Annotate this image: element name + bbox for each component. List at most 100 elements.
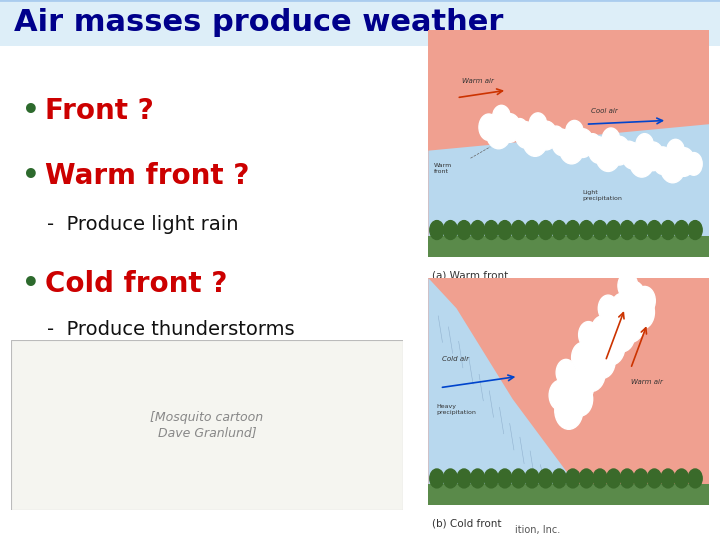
- Circle shape: [673, 147, 695, 177]
- Circle shape: [611, 293, 634, 323]
- Text: Warm air: Warm air: [631, 379, 662, 385]
- FancyBboxPatch shape: [428, 30, 709, 256]
- FancyBboxPatch shape: [428, 484, 709, 505]
- Circle shape: [498, 469, 512, 488]
- Circle shape: [539, 221, 553, 240]
- FancyBboxPatch shape: [0, 0, 720, 46]
- Circle shape: [675, 469, 688, 488]
- Circle shape: [484, 469, 498, 488]
- Circle shape: [559, 130, 584, 164]
- Circle shape: [590, 345, 615, 378]
- Text: -  Produce light rain: - Produce light rain: [47, 214, 238, 234]
- Circle shape: [471, 469, 485, 488]
- Circle shape: [620, 221, 634, 240]
- Circle shape: [634, 286, 655, 315]
- FancyBboxPatch shape: [428, 278, 709, 505]
- Circle shape: [560, 368, 583, 400]
- Circle shape: [444, 469, 457, 488]
- Circle shape: [525, 221, 539, 240]
- Circle shape: [621, 281, 645, 313]
- Circle shape: [606, 221, 621, 240]
- Circle shape: [499, 113, 521, 143]
- Circle shape: [616, 305, 644, 342]
- Text: Cold air: Cold air: [442, 356, 469, 362]
- Polygon shape: [428, 278, 583, 505]
- Circle shape: [618, 272, 638, 299]
- Circle shape: [688, 221, 702, 240]
- Text: Warm front ?: Warm front ?: [45, 161, 249, 190]
- Circle shape: [498, 221, 512, 240]
- Circle shape: [661, 221, 675, 240]
- Polygon shape: [428, 124, 709, 256]
- Circle shape: [566, 469, 580, 488]
- Circle shape: [549, 380, 572, 410]
- Text: [Mosquito cartoon
Dave Granlund]: [Mosquito cartoon Dave Granlund]: [150, 411, 264, 439]
- Circle shape: [567, 382, 593, 416]
- Circle shape: [471, 221, 485, 240]
- Circle shape: [556, 360, 576, 386]
- Circle shape: [548, 126, 564, 149]
- Text: Cool air: Cool air: [591, 108, 618, 114]
- Text: •: •: [22, 97, 40, 125]
- Circle shape: [577, 354, 606, 391]
- Circle shape: [511, 118, 528, 141]
- Text: (b) Cold front: (b) Cold front: [432, 518, 502, 529]
- Circle shape: [642, 142, 664, 171]
- FancyBboxPatch shape: [428, 235, 709, 256]
- Circle shape: [606, 469, 621, 488]
- Text: Cold front: Cold front: [569, 471, 600, 476]
- Circle shape: [622, 143, 642, 169]
- Circle shape: [580, 221, 593, 240]
- Circle shape: [539, 469, 553, 488]
- Circle shape: [552, 469, 566, 488]
- Circle shape: [529, 113, 547, 137]
- Circle shape: [511, 221, 526, 240]
- Circle shape: [484, 221, 498, 240]
- Text: Heavy
precipitation: Heavy precipitation: [437, 404, 477, 415]
- FancyBboxPatch shape: [11, 340, 403, 510]
- Circle shape: [566, 221, 580, 240]
- Text: Cold front ?: Cold front ?: [45, 269, 227, 298]
- Circle shape: [457, 221, 471, 240]
- Circle shape: [688, 469, 702, 488]
- Text: ition, Inc.: ition, Inc.: [515, 524, 560, 535]
- Circle shape: [647, 221, 662, 240]
- Circle shape: [579, 322, 598, 348]
- Circle shape: [675, 221, 688, 240]
- Circle shape: [598, 295, 618, 321]
- Text: -  Produce thunderstorms: - Produce thunderstorms: [47, 320, 294, 339]
- Circle shape: [661, 469, 675, 488]
- Circle shape: [634, 469, 648, 488]
- Text: Front ?: Front ?: [45, 97, 153, 125]
- Circle shape: [593, 221, 607, 240]
- Text: Warm air: Warm air: [462, 78, 494, 84]
- Circle shape: [486, 115, 511, 148]
- Circle shape: [582, 330, 606, 362]
- Circle shape: [565, 120, 583, 145]
- Circle shape: [685, 152, 702, 175]
- Text: Air masses produce weather: Air masses produce weather: [14, 8, 504, 37]
- Circle shape: [595, 137, 621, 172]
- Circle shape: [492, 105, 510, 130]
- Circle shape: [610, 318, 635, 352]
- Circle shape: [511, 469, 526, 488]
- Circle shape: [430, 469, 444, 488]
- Circle shape: [608, 136, 630, 165]
- Circle shape: [593, 469, 607, 488]
- Circle shape: [629, 143, 654, 177]
- Circle shape: [621, 141, 638, 164]
- Circle shape: [653, 148, 672, 174]
- Text: Light
precipitation: Light precipitation: [583, 190, 623, 201]
- Circle shape: [523, 122, 548, 157]
- Circle shape: [602, 128, 620, 152]
- Circle shape: [554, 392, 582, 429]
- Circle shape: [430, 221, 444, 240]
- Circle shape: [634, 221, 648, 240]
- Circle shape: [647, 469, 662, 488]
- Circle shape: [660, 149, 685, 183]
- Circle shape: [602, 304, 626, 335]
- Circle shape: [525, 469, 539, 488]
- Circle shape: [667, 139, 685, 164]
- Circle shape: [595, 335, 616, 364]
- Circle shape: [444, 221, 457, 240]
